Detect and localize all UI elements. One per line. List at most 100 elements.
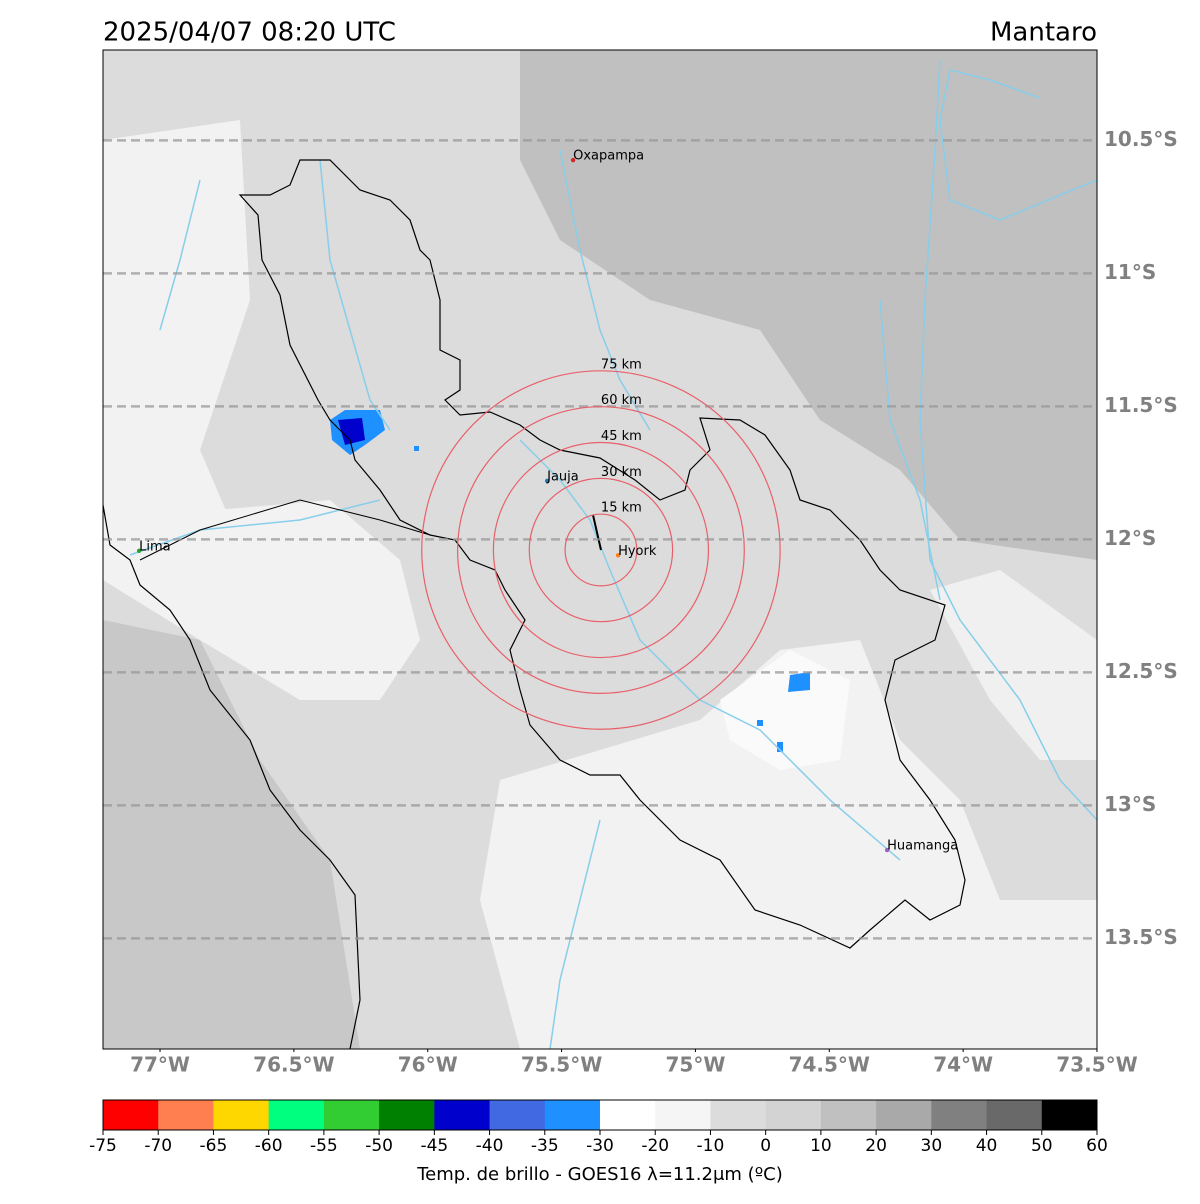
cloud-region — [720, 650, 850, 770]
region-name: Mantaro — [990, 18, 1097, 48]
lon-tick-label: 76.5°W — [253, 1053, 334, 1077]
cloud-region — [930, 570, 1097, 760]
radar-beam — [592, 514, 602, 551]
city-dot — [136, 548, 142, 554]
cold-cloud — [788, 672, 810, 692]
colorbar-segment — [765, 1100, 822, 1130]
colorbar-tick-label: 50 — [1031, 1136, 1053, 1156]
city-label: Jauja — [546, 469, 579, 484]
cloud-region — [480, 640, 1097, 1049]
border — [139, 499, 431, 561]
cold-cloud — [757, 720, 763, 726]
river — [519, 439, 901, 861]
city-label: Huamanga — [887, 839, 958, 854]
lon-tick-label: 74.5°W — [789, 1053, 870, 1077]
lat-tick-label: 12°S — [1104, 526, 1156, 550]
city-label: Oxapampa — [573, 149, 644, 164]
colorbar-tick-label: -60 — [255, 1136, 283, 1156]
river — [159, 179, 201, 331]
colorbar-tick-label: 40 — [976, 1136, 998, 1156]
colorbar-segment — [103, 1100, 159, 1130]
range-ring-label: 75 km — [601, 357, 642, 372]
lat-tick-label: 12.5°S — [1104, 659, 1178, 683]
colorbar-segment — [710, 1100, 767, 1130]
colorbar-tick-label: 20 — [865, 1136, 887, 1156]
city-label: Hyork — [618, 544, 657, 559]
city-dot — [544, 478, 550, 484]
lon-tick-label: 75°W — [665, 1053, 725, 1077]
cold-cloud — [777, 742, 783, 752]
range-ring — [421, 370, 781, 730]
colorbar-tick-label: 30 — [921, 1136, 943, 1156]
cold-cloud — [338, 418, 365, 445]
range-ring-label: 45 km — [601, 429, 642, 444]
colorbar-segment — [986, 1100, 1043, 1130]
colorbar-segment — [213, 1100, 270, 1130]
cloud-region — [103, 500, 420, 700]
range-ring — [528, 477, 674, 623]
range-ring-label: 30 km — [601, 465, 642, 480]
lon-tick-label: 74°W — [933, 1053, 993, 1077]
colorbar-segment — [876, 1100, 932, 1130]
cloud-region — [520, 50, 1097, 560]
city-dot — [615, 553, 621, 558]
lat-tick-label: 13°S — [1104, 792, 1156, 816]
colorbar-tick-label: -10 — [697, 1136, 725, 1156]
city-label: Lima — [139, 539, 170, 554]
range-ring — [456, 406, 745, 694]
colorbar-segment — [544, 1100, 601, 1130]
colorbar-tick-label: -45 — [420, 1136, 448, 1156]
colorbar-segment — [1041, 1100, 1098, 1130]
cloud-region — [103, 620, 360, 1049]
colorbar-segment — [268, 1100, 325, 1130]
colorbar-tick-label: -55 — [310, 1136, 338, 1156]
range-ring — [492, 441, 710, 659]
colorbar-segment — [489, 1100, 546, 1130]
colorbar-tick-label: -65 — [200, 1136, 228, 1156]
range-ring-label: 60 km — [601, 393, 642, 408]
range-ring-label: 15 km — [601, 501, 642, 516]
colorbar-segment — [379, 1100, 435, 1130]
colorbar-tick-label: -40 — [476, 1136, 504, 1156]
colorbar-segment — [434, 1100, 491, 1130]
colorbar-segment — [323, 1100, 380, 1130]
river — [879, 299, 941, 601]
lon-tick-label: 73.5°W — [1056, 1053, 1137, 1077]
lat-tick-label: 11°S — [1104, 260, 1156, 284]
river — [549, 819, 601, 1049]
colorbar-segment — [600, 1100, 656, 1130]
city-dot — [570, 157, 576, 163]
colorbar-tick-label: -75 — [89, 1136, 117, 1156]
colorbar-segment — [931, 1100, 988, 1130]
colorbar-tick-label: 60 — [1086, 1136, 1108, 1156]
colorbar-tick-label: -50 — [365, 1136, 393, 1156]
lon-tick-label: 77°W — [130, 1053, 190, 1077]
lon-tick-label: 76°W — [398, 1053, 458, 1077]
colorbar-segment — [158, 1100, 214, 1130]
map-layer: 15 km 30 km 45 km 60 km 75 km Oxapampa Jauja Hy… — [103, 50, 1097, 1049]
river — [319, 159, 391, 431]
colorbar-segment — [820, 1100, 877, 1130]
map-frame — [102, 49, 1098, 1050]
cloud-region — [103, 120, 250, 560]
coastline — [103, 504, 361, 1049]
basin-outline — [238, 159, 966, 949]
range-ring — [564, 513, 638, 587]
colorbar-tick-label: 0 — [760, 1136, 771, 1156]
lon-tick-label: 75.5°W — [521, 1053, 602, 1077]
river — [939, 69, 1097, 221]
lat-tick-label: 13.5°S — [1104, 925, 1178, 949]
colorbar-tick-label: -20 — [641, 1136, 669, 1156]
city-dot — [884, 847, 890, 853]
lat-tick-label: 11.5°S — [1104, 393, 1178, 417]
colorbar-tick-label: -30 — [586, 1136, 614, 1156]
colorbar-tick-label: -35 — [531, 1136, 559, 1156]
lat-tick-label: 10.5°S — [1104, 127, 1178, 151]
title: 2025/04/07 08:20 UTC — [103, 18, 396, 48]
colorbar-label: Temp. de brillo - GOES16 λ=11.2μm (ºC) — [416, 1164, 783, 1185]
colorbar-tick-label: -70 — [144, 1136, 172, 1156]
colorbar-segment — [655, 1100, 711, 1130]
colorbar-tick-label: 10 — [810, 1136, 832, 1156]
river — [559, 149, 651, 431]
